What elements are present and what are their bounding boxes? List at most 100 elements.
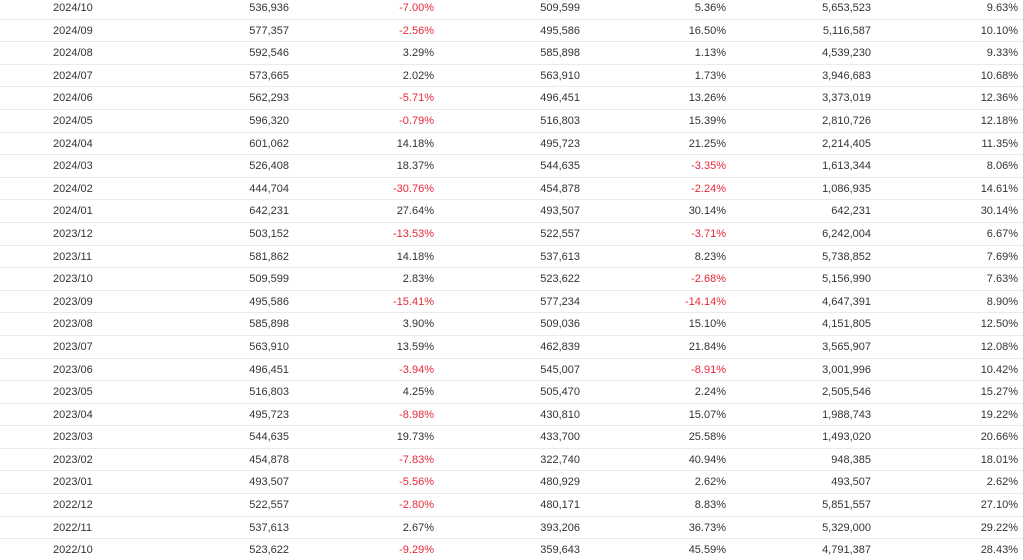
value-cell: 454,878 xyxy=(249,453,289,466)
compare-change-cell: -8.91% xyxy=(691,363,726,376)
value-cell: 601,062 xyxy=(249,137,289,150)
table-row: 2023/07 563,910 13.59% 462,839 21.84% 3,565,9… xyxy=(0,336,1024,359)
change-cell: 3.29% xyxy=(402,47,434,60)
change-cell: 18.37% xyxy=(396,160,434,173)
compare-change-cell: 15.07% xyxy=(688,408,726,421)
cumulative-change-cell: 15.27% xyxy=(980,386,1018,399)
cumulative-change-cell: 6.67% xyxy=(986,227,1018,240)
compare-change-cell: 45.59% xyxy=(688,544,726,557)
change-cell: 2.67% xyxy=(402,521,434,534)
compare-change-cell: 16.50% xyxy=(688,24,726,37)
cumulative-change-cell: 19.22% xyxy=(980,408,1018,421)
table-row: 2023/04 495,723 -8.98% 430,810 15.07% 1,988,7… xyxy=(0,404,1024,427)
table-row: 2024/07 573,665 2.02% 563,910 1.73% 3,946,683… xyxy=(0,65,1024,88)
cumulative-change-cell: 12.18% xyxy=(980,114,1018,127)
compare-change-cell: -3.71% xyxy=(691,227,726,240)
cumulative-cell: 2,214,405 xyxy=(822,137,871,150)
change-cell: -3.94% xyxy=(399,363,434,376)
cumulative-cell: 6,242,004 xyxy=(822,227,871,240)
cumulative-change-cell: 9.33% xyxy=(986,47,1018,60)
compare-change-cell: 40.94% xyxy=(688,453,726,466)
cumulative-cell: 2,505,546 xyxy=(822,386,871,399)
change-cell: 14.18% xyxy=(396,137,434,150)
compare-change-cell: -2.68% xyxy=(691,273,726,286)
month-cell: 2024/06 xyxy=(53,92,93,105)
cumulative-cell: 5,116,587 xyxy=(822,24,871,37)
compare-change-cell: 2.24% xyxy=(694,386,726,399)
compare-value-cell: 523,622 xyxy=(540,273,580,286)
compare-value-cell: 430,810 xyxy=(540,408,580,421)
compare-value-cell: 585,898 xyxy=(540,47,580,60)
month-cell: 2022/12 xyxy=(53,499,93,512)
cumulative-cell: 4,791,387 xyxy=(822,544,871,557)
month-cell: 2024/07 xyxy=(53,69,93,82)
change-cell: 14.18% xyxy=(396,250,434,263)
cumulative-cell: 5,329,000 xyxy=(822,521,871,534)
cumulative-change-cell: 20.66% xyxy=(980,431,1018,444)
month-cell: 2022/11 xyxy=(53,521,92,534)
month-cell: 2023/11 xyxy=(53,250,92,263)
cumulative-cell: 5,156,990 xyxy=(822,273,871,286)
cumulative-cell: 1,086,935 xyxy=(822,182,871,195)
cumulative-change-cell: 7.63% xyxy=(986,273,1018,286)
change-cell: 2.83% xyxy=(402,273,434,286)
table-row: 2023/11 581,862 14.18% 537,613 8.23% 5,738,85… xyxy=(0,246,1024,269)
cumulative-change-cell: 8.90% xyxy=(986,295,1018,308)
month-cell: 2022/10 xyxy=(53,544,93,557)
change-cell: 3.90% xyxy=(402,318,434,331)
table-row: 2023/05 516,803 4.25% 505,470 2.24% 2,505,546… xyxy=(0,381,1024,404)
month-cell: 2023/06 xyxy=(53,363,93,376)
compare-change-cell: 21.84% xyxy=(688,340,726,353)
compare-change-cell: 2.62% xyxy=(694,476,726,489)
table-row: 2023/06 496,451 -3.94% 545,007 -8.91% 3,001,9… xyxy=(0,359,1024,382)
cumulative-change-cell: 2.62% xyxy=(986,476,1018,489)
change-cell: -13.53% xyxy=(393,227,434,240)
value-cell: 581,862 xyxy=(249,250,289,263)
change-cell: -7.83% xyxy=(399,453,434,466)
month-cell: 2023/03 xyxy=(53,431,93,444)
compare-change-cell: 1.73% xyxy=(694,69,726,82)
cumulative-change-cell: 12.50% xyxy=(980,318,1018,331)
change-cell: -5.71% xyxy=(399,92,434,105)
value-cell: 495,586 xyxy=(249,295,289,308)
month-cell: 2024/05 xyxy=(53,114,93,127)
change-cell: 2.02% xyxy=(402,69,434,82)
change-cell: -9.29% xyxy=(399,544,434,557)
value-cell: 544,635 xyxy=(249,431,289,444)
compare-value-cell: 516,803 xyxy=(540,114,580,127)
table-row: 2022/11 537,613 2.67% 393,206 36.73% 5,329,00… xyxy=(0,517,1024,540)
change-cell: -8.98% xyxy=(399,408,434,421)
cumulative-cell: 5,851,557 xyxy=(822,499,871,512)
month-cell: 2024/03 xyxy=(53,160,93,173)
value-cell: 577,357 xyxy=(249,24,289,37)
cumulative-cell: 4,539,230 xyxy=(822,47,871,60)
compare-change-cell: 15.10% xyxy=(688,318,726,331)
cumulative-cell: 4,647,391 xyxy=(822,295,871,308)
table-row: 2024/02 444,704 -30.76% 454,878 -2.24% 1,086,… xyxy=(0,178,1024,201)
cumulative-cell: 3,565,907 xyxy=(822,340,871,353)
change-cell: -2.80% xyxy=(399,499,434,512)
compare-value-cell: 454,878 xyxy=(540,182,580,195)
value-cell: 493,507 xyxy=(249,476,289,489)
value-cell: 563,910 xyxy=(249,340,289,353)
month-cell: 2024/08 xyxy=(53,47,93,60)
value-cell: 573,665 xyxy=(249,69,289,82)
cumulative-change-cell: 10.68% xyxy=(980,69,1018,82)
compare-value-cell: 545,007 xyxy=(540,363,580,376)
month-cell: 2023/08 xyxy=(53,318,93,331)
value-cell: 526,408 xyxy=(249,160,289,173)
compare-change-cell: 8.23% xyxy=(694,250,726,263)
cumulative-cell: 948,385 xyxy=(831,453,871,466)
table-row: 2024/04 601,062 14.18% 495,723 21.25% 2,214,4… xyxy=(0,133,1024,156)
cumulative-cell: 642,231 xyxy=(831,205,871,218)
cumulative-change-cell: 14.61% xyxy=(980,182,1018,195)
cumulative-change-cell: 10.42% xyxy=(980,363,1018,376)
cumulative-change-cell: 27.10% xyxy=(980,499,1018,512)
table-row: 2024/10 536,936 -7.00% 509,599 5.36% 5,653,52… xyxy=(0,0,1024,20)
compare-change-cell: 5.36% xyxy=(694,2,726,14)
change-cell: -5.56% xyxy=(399,476,434,489)
table-row: 2023/02 454,878 -7.83% 322,740 40.94% 948,385… xyxy=(0,449,1024,472)
table-row: 2023/09 495,586 -15.41% 577,234 -14.14% 4,647… xyxy=(0,291,1024,314)
compare-value-cell: 322,740 xyxy=(540,453,580,466)
change-cell: 27.64% xyxy=(396,205,434,218)
